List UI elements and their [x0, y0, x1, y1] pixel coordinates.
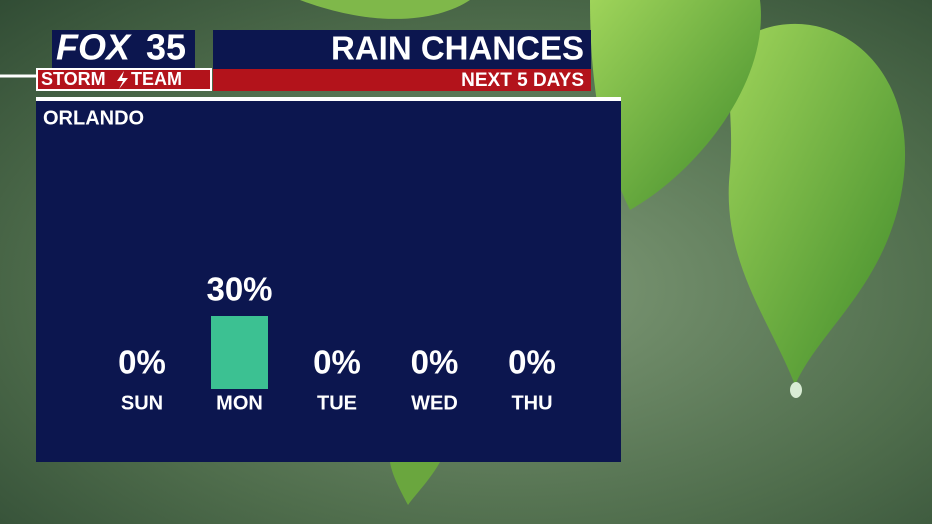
value-label: 0%	[508, 344, 556, 381]
rule	[36, 97, 621, 101]
chart-title: RAIN CHANCES	[331, 30, 584, 67]
value-label: 30%	[206, 271, 272, 308]
leaf	[390, 462, 440, 505]
value-label: 0%	[118, 344, 166, 381]
logo-team: TEAM	[131, 69, 182, 89]
chart-subtitle: NEXT 5 DAYS	[461, 70, 584, 91]
location: ORLANDO	[43, 107, 144, 129]
category-label: SUN	[121, 392, 163, 414]
category-label: WED	[411, 392, 458, 414]
category-label: TUE	[317, 392, 357, 414]
leaf	[728, 23, 906, 386]
subtitle-bar	[213, 69, 591, 91]
bar	[211, 316, 268, 389]
logo-storm: STORM	[41, 69, 106, 89]
category-label: THU	[511, 392, 552, 414]
value-label: 0%	[313, 344, 361, 381]
leaf	[300, 0, 470, 19]
logo-number: 35	[146, 27, 186, 68]
value-label: 0%	[411, 344, 459, 381]
title-bar	[213, 30, 591, 69]
leaf	[590, 0, 761, 210]
logo-box	[52, 30, 195, 69]
logo-brand: FOX	[56, 27, 132, 68]
raindrop	[790, 382, 802, 398]
panel	[36, 101, 621, 462]
category-label: MON	[216, 392, 263, 414]
bolt-icon	[117, 71, 128, 89]
